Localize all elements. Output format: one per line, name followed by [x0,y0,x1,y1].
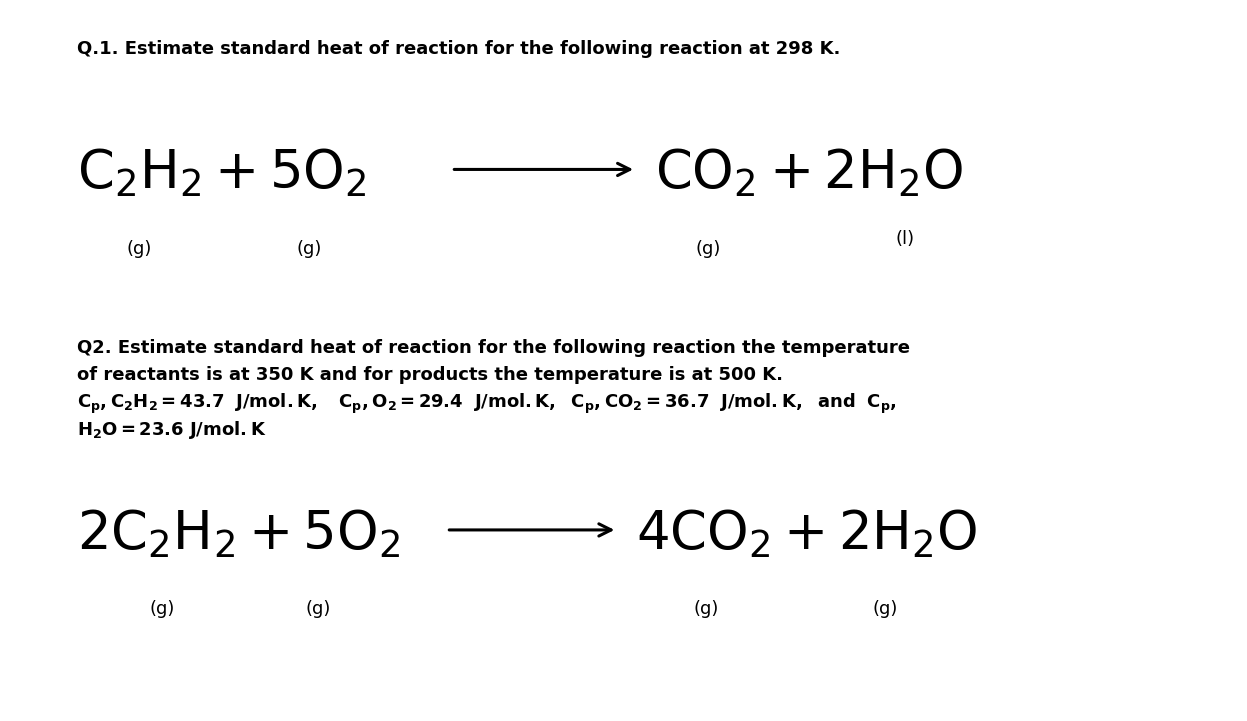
Text: (g): (g) [873,601,898,618]
Text: $\mathdefault{4CO_2 + 2H_2O}$: $\mathdefault{4CO_2 + 2H_2O}$ [636,507,978,560]
Text: (g): (g) [693,601,718,618]
Text: (g): (g) [696,240,721,257]
Text: (g): (g) [127,240,152,257]
Text: $\mathdefault{CO_2 + 2H_2O}$: $\mathdefault{CO_2 + 2H_2O}$ [655,146,963,200]
Text: $\mathbf{C_{p},C_2H_2}$$\mathbf{=43.7\ \ J/mol.K,\ \ \ C_{p},O_2=29.4\ \ J/mol.K: $\mathbf{C_{p},C_2H_2}$$\mathbf{=43.7\ \… [77,392,897,417]
Text: $\mathdefault{2C_2H_2 + 5O_2}$: $\mathdefault{2C_2H_2 + 5O_2}$ [77,507,400,560]
Text: $\mathbf{H_2O=23.6\ J/mol.K}$: $\mathbf{H_2O=23.6\ J/mol.K}$ [77,419,267,441]
Text: Q.1. Estimate standard heat of reaction for the following reaction at 298 K.: Q.1. Estimate standard heat of reaction … [77,40,840,58]
Text: $\mathdefault{C_2H_2 + 5O_2}$: $\mathdefault{C_2H_2 + 5O_2}$ [77,146,367,200]
Text: (l): (l) [895,231,915,248]
Text: (g): (g) [306,601,330,618]
Text: of reactants is at 350 K and for products the temperature is at 500 K.: of reactants is at 350 K and for product… [77,366,783,384]
Text: Q2. Estimate standard heat of reaction for the following reaction the temperatur: Q2. Estimate standard heat of reaction f… [77,339,910,357]
Text: (g): (g) [297,240,322,257]
Text: (g): (g) [150,601,175,618]
